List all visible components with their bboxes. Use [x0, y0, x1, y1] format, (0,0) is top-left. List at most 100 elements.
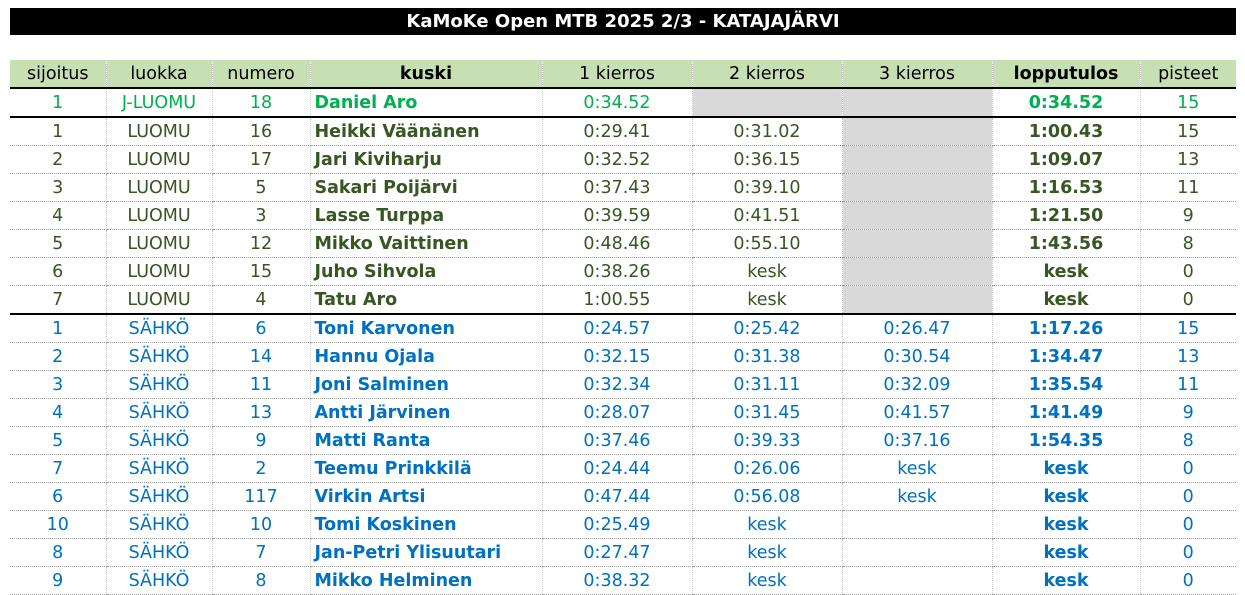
- cell-sijoitus: 7: [10, 285, 107, 315]
- table-row: 10 SÄHKÖ 10 Tomi Koskinen 0:25.49 kesk kesk 0: [10, 510, 1236, 539]
- cell-numero: 4: [212, 285, 311, 315]
- cell-kierros-3: [842, 566, 993, 595]
- cell-kierros-2: 0:36.15: [692, 145, 843, 174]
- cell-luokka: LUOMU: [106, 116, 213, 146]
- cell-kierros-1: 0:29.41: [542, 116, 693, 146]
- cell-pisteet: 13: [1140, 342, 1236, 371]
- cell-pisteet: 0: [1140, 285, 1236, 315]
- table-row: 4 SÄHKÖ 13 Antti Järvinen 0:28.07 0:31.45 0:41…: [10, 398, 1236, 427]
- cell-lopputulos: kesk: [992, 510, 1141, 539]
- header-kuski: kuski: [310, 60, 543, 89]
- cell-pisteet: 13: [1140, 145, 1236, 174]
- cell-numero: 5: [212, 173, 311, 202]
- cell-lopputulos: 1:54.35: [992, 426, 1141, 455]
- cell-kierros-2: 0:39.10: [692, 173, 843, 202]
- cell-kierros-1: 1:00.55: [542, 285, 693, 315]
- cell-luokka: LUOMU: [106, 257, 213, 286]
- cell-kierros-2: 0:39.33: [692, 426, 843, 455]
- cell-kuski: Juho Sihvola: [310, 257, 543, 286]
- cell-sijoitus: 2: [10, 145, 107, 174]
- cell-kuski: Matti Ranta: [310, 426, 543, 455]
- table-row: 3 LUOMU 5 Sakari Poijärvi 0:37.43 0:39.10 1:16…: [10, 173, 1236, 202]
- cell-kierros-1: 0:25.49: [542, 510, 693, 539]
- cell-kierros-3: [842, 145, 993, 174]
- header-numero: numero: [212, 60, 311, 89]
- cell-luokka: SÄHKÖ: [106, 566, 213, 595]
- cell-sijoitus: 5: [10, 426, 107, 455]
- cell-numero: 7: [212, 538, 311, 567]
- cell-kierros-3: [842, 87, 993, 118]
- cell-kierros-3: 0:30.54: [842, 342, 993, 371]
- cell-lopputulos: 1:17.26: [992, 313, 1141, 343]
- cell-numero: 117: [212, 482, 311, 511]
- cell-kierros-1: 0:32.15: [542, 342, 693, 371]
- header-lopputulos: lopputulos: [992, 60, 1141, 89]
- cell-numero: 9: [212, 426, 311, 455]
- cell-kierros-1: 0:37.43: [542, 173, 693, 202]
- cell-kuski: Daniel Aro: [310, 87, 543, 118]
- cell-kierros-2: [692, 87, 843, 118]
- cell-kierros-3: kesk: [842, 482, 993, 511]
- cell-luokka: LUOMU: [106, 201, 213, 230]
- cell-kierros-3: [842, 257, 993, 286]
- cell-pisteet: 9: [1140, 201, 1236, 230]
- cell-numero: 2: [212, 454, 311, 483]
- cell-pisteet: 9: [1140, 398, 1236, 427]
- cell-kuski: Mikko Vaittinen: [310, 229, 543, 258]
- table-row: 6 LUOMU 15 Juho Sihvola 0:38.26 kesk kesk 0: [10, 257, 1236, 286]
- results-table: sijoitus luokka numero kuski 1 kierros 2…: [10, 60, 1236, 595]
- cell-lopputulos: 1:16.53: [992, 173, 1141, 202]
- header-kierros-1: 1 kierros: [542, 60, 693, 89]
- cell-lopputulos: 0:34.52: [992, 87, 1141, 118]
- cell-sijoitus: 3: [10, 370, 107, 399]
- cell-numero: 14: [212, 342, 311, 371]
- cell-numero: 6: [212, 313, 311, 343]
- cell-pisteet: 0: [1140, 538, 1236, 567]
- cell-lopputulos: 1:09.07: [992, 145, 1141, 174]
- cell-kierros-3: kesk: [842, 454, 993, 483]
- cell-pisteet: 8: [1140, 229, 1236, 258]
- header-row: sijoitus luokka numero kuski 1 kierros 2…: [10, 60, 1236, 89]
- cell-lopputulos: kesk: [992, 257, 1141, 286]
- cell-pisteet: 8: [1140, 426, 1236, 455]
- cell-pisteet: 15: [1140, 313, 1236, 343]
- cell-lopputulos: 1:43.56: [992, 229, 1141, 258]
- cell-kuski: Toni Karvonen: [310, 313, 543, 343]
- cell-pisteet: 15: [1140, 116, 1236, 146]
- cell-luokka: SÄHKÖ: [106, 510, 213, 539]
- cell-lopputulos: kesk: [992, 454, 1141, 483]
- cell-kierros-1: 0:32.52: [542, 145, 693, 174]
- cell-kierros-2: kesk: [692, 285, 843, 315]
- cell-numero: 11: [212, 370, 311, 399]
- cell-luokka: LUOMU: [106, 173, 213, 202]
- cell-sijoitus: 5: [10, 229, 107, 258]
- results-body: 1 J-LUOMU 18 Daniel Aro 0:34.52 0:34.52 15 1 LUO…: [10, 87, 1236, 595]
- cell-pisteet: 11: [1140, 370, 1236, 399]
- cell-numero: 10: [212, 510, 311, 539]
- cell-luokka: SÄHKÖ: [106, 398, 213, 427]
- cell-sijoitus: 8: [10, 538, 107, 567]
- cell-lopputulos: 1:41.49: [992, 398, 1141, 427]
- cell-luokka: SÄHKÖ: [106, 342, 213, 371]
- cell-kuski: Jan-Petri Ylisuutari: [310, 538, 543, 567]
- cell-sijoitus: 6: [10, 257, 107, 286]
- cell-kierros-3: [842, 173, 993, 202]
- cell-pisteet: 0: [1140, 510, 1236, 539]
- cell-kierros-3: [842, 229, 993, 258]
- cell-sijoitus: 9: [10, 566, 107, 595]
- table-row: 5 LUOMU 12 Mikko Vaittinen 0:48.46 0:55.10 1:4…: [10, 229, 1236, 258]
- cell-lopputulos: kesk: [992, 538, 1141, 567]
- cell-pisteet: 0: [1140, 257, 1236, 286]
- cell-kuski: Hannu Ojala: [310, 342, 543, 371]
- cell-luokka: LUOMU: [106, 229, 213, 258]
- cell-kuski: Tatu Aro: [310, 285, 543, 315]
- cell-kierros-3: 0:41.57: [842, 398, 993, 427]
- table-row: 3 SÄHKÖ 11 Joni Salminen 0:32.34 0:31.11 0:32.…: [10, 370, 1236, 399]
- header-kierros-3: 3 kierros: [842, 60, 993, 89]
- cell-kierros-3: [842, 201, 993, 230]
- table-row: 2 SÄHKÖ 14 Hannu Ojala 0:32.15 0:31.38 0:30.54…: [10, 342, 1236, 371]
- cell-lopputulos: kesk: [992, 482, 1141, 511]
- cell-kuski: Sakari Poijärvi: [310, 173, 543, 202]
- cell-kierros-1: 0:38.26: [542, 257, 693, 286]
- header-sijoitus: sijoitus: [10, 60, 107, 89]
